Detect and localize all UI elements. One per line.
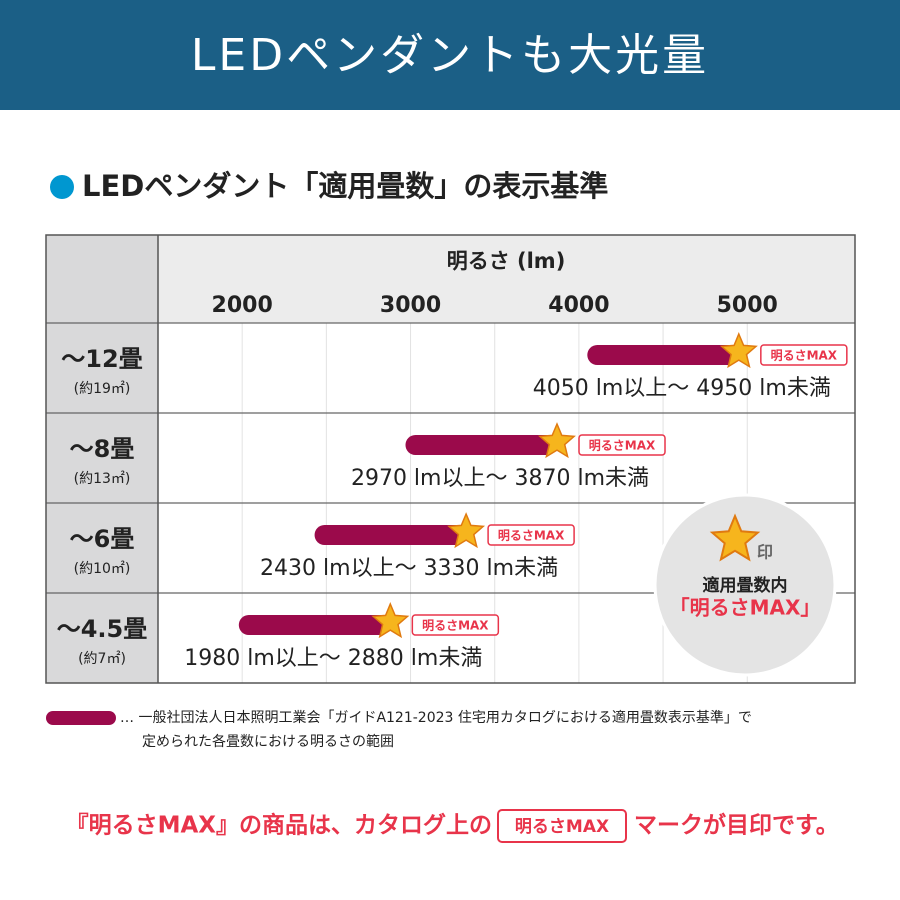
category-label: 〜8畳 (70, 435, 135, 463)
range-bar (587, 345, 739, 365)
max-badge-text: 明るさMAX (589, 439, 656, 453)
range-bar (314, 525, 467, 545)
note-line: … 一般社団法人日本照明工業会「ガイドA121-2023 住宅用カタログにおける… (120, 709, 752, 726)
category-note: (約10㎡) (74, 561, 131, 577)
category-label: 〜12畳 (61, 345, 142, 373)
category-label: 〜6畳 (70, 525, 135, 553)
stamp-star (709, 513, 761, 562)
row-header-bg (46, 235, 158, 683)
max-star (371, 602, 410, 639)
max-star (538, 422, 576, 459)
max-star (447, 512, 486, 549)
category-note: (約19㎡) (74, 381, 131, 397)
column-header-bg (158, 235, 855, 323)
bullet (50, 175, 74, 199)
footer-badge-text: 明るさMAX (515, 817, 609, 837)
x-axis-title: 明るさ (lm) (447, 249, 566, 273)
x-tick-label: 2000 (212, 293, 273, 318)
max-badge (578, 434, 666, 456)
table-border (45, 234, 856, 684)
footer-badge (497, 809, 627, 843)
category-label: 〜4.5畳 (57, 615, 148, 643)
max-badge-text: 明るさMAX (498, 529, 565, 543)
note-line: 定められた各畳数における明るさの範囲 (142, 733, 394, 750)
range-label: 1980 lm以上〜 2880 lm未満 (184, 646, 482, 671)
banner (0, 0, 900, 110)
x-tick-label: 4000 (548, 293, 609, 318)
footer-text: マークが目印です。 (634, 812, 839, 839)
max-badge-text: 明るさMAX (422, 619, 489, 633)
category-note: (約13㎡) (74, 471, 131, 487)
banner-title: LEDペンダントも大光量 (191, 30, 709, 81)
max-badge (487, 524, 575, 546)
max-badge-text: 明るさMAX (771, 349, 838, 363)
x-tick-label: 3000 (380, 293, 441, 318)
range-bar (238, 615, 391, 635)
footer-text: 『明るさMAX』の商品は、カタログ上の (66, 812, 492, 839)
stamp-line2: 「明るさMAX」 (670, 596, 821, 620)
range-label: 4050 lm以上〜 4950 lm未満 (533, 376, 831, 401)
stamp-mark: 印 (757, 543, 773, 562)
range-label: 2430 lm以上〜 3330 lm未満 (260, 556, 558, 581)
max-badge (411, 614, 500, 636)
section-title: LEDペンダント「適用畳数」の表示基準 (82, 169, 608, 203)
range-bar (405, 435, 558, 455)
range-label: 2970 lm以上〜 3870 lm未満 (351, 466, 649, 491)
x-tick-label: 5000 (717, 293, 778, 318)
stamp-circle (653, 493, 837, 677)
legend-swatch (46, 711, 116, 725)
max-badge (760, 344, 848, 366)
stamp-line1: 適用畳数内 (703, 575, 788, 596)
category-note: (約7㎡) (78, 651, 126, 667)
max-star (719, 332, 758, 369)
